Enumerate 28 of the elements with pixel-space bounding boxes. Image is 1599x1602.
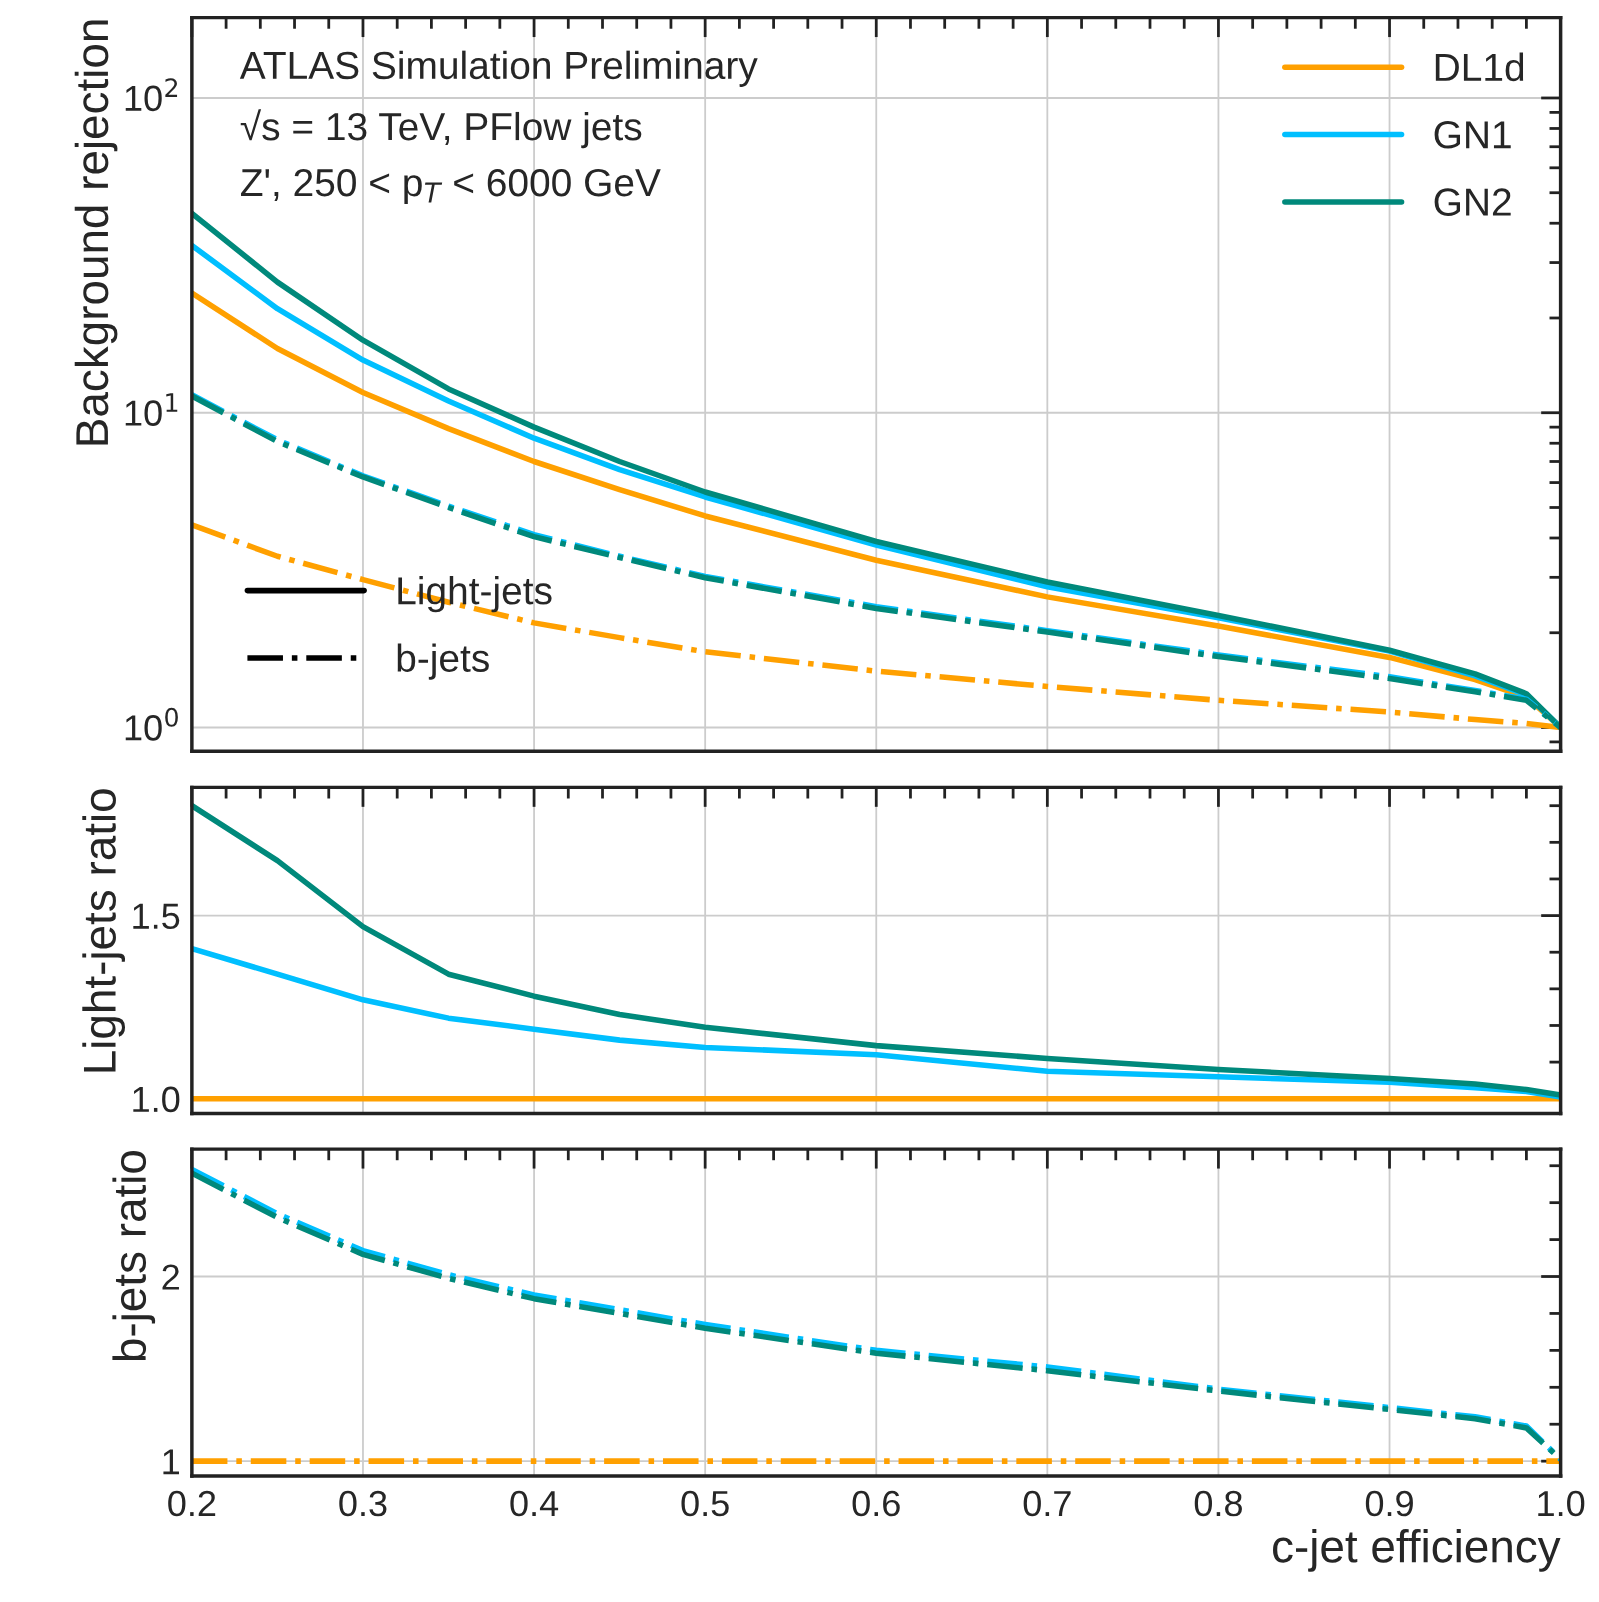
- x-tick-label: 0.7: [1023, 1490, 1071, 1517]
- annotation: Z', 250 < p$_{T}$ < 6000 GeV: [241, 168, 661, 205]
- x-tick-label: 1.0: [1538, 1490, 1585, 1517]
- legend-label: DL1d: [1435, 52, 1524, 82]
- x-tick-label: 0.4: [510, 1490, 559, 1517]
- y-tick-label: 10$^{0}$: [125, 707, 178, 741]
- x-tick-label: 0.5: [681, 1490, 729, 1517]
- x-axis-title: c-jet efficiency: [1273, 1529, 1561, 1572]
- annotation: ATLAS Simulation Preliminary: [239, 50, 758, 87]
- legend-label: GN2: [1434, 188, 1511, 216]
- x-tick-label: 0.8: [1194, 1490, 1242, 1517]
- y-tick-label: 1: [163, 1449, 180, 1475]
- legend-label: GN1: [1434, 121, 1511, 149]
- y-tick-label: 10$^{2}$: [125, 78, 178, 112]
- y-axis-title: b-jets ratio: [112, 1151, 156, 1361]
- annotation: √s = 13 TeV, PFlow jets: [240, 109, 642, 149]
- x-tick-label: 0.6: [852, 1490, 900, 1517]
- y-axis-title: Background rejection: [74, 20, 118, 445]
- y-axis-title: Light-jets ratio: [82, 789, 126, 1072]
- x-tick-label: 0.9: [1365, 1490, 1413, 1517]
- annotation: b-jets: [397, 643, 489, 680]
- y-tick-label: 2: [162, 1264, 179, 1290]
- x-tick-label: 0.2: [168, 1490, 216, 1517]
- annotation: Light-jets: [398, 576, 552, 613]
- y-tick-label: 1.0: [133, 1086, 180, 1113]
- y-tick-label: 1.5: [133, 903, 180, 930]
- x-tick-label: 0.3: [339, 1490, 387, 1517]
- y-tick-label: 10$^{1}$: [125, 393, 178, 426]
